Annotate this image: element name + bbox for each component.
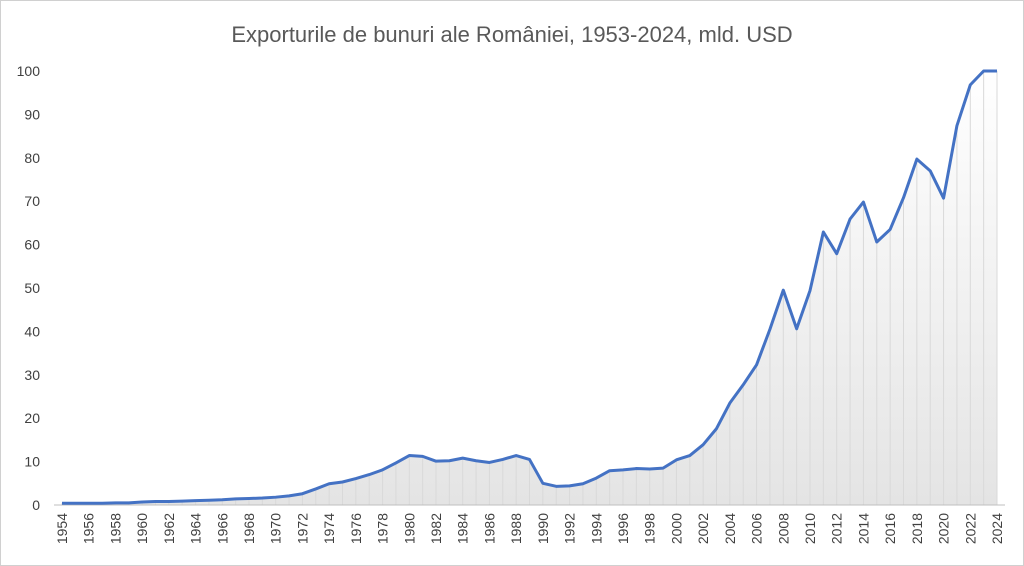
x-tick-label: 1960 bbox=[134, 513, 150, 544]
x-tick-label: 1982 bbox=[428, 513, 444, 544]
x-tick-label: 2006 bbox=[749, 513, 765, 544]
x-tick-label: 1996 bbox=[615, 513, 631, 544]
x-tick-label: 2020 bbox=[936, 513, 952, 544]
x-tick-label: 2000 bbox=[668, 513, 684, 544]
x-tick-label: 2016 bbox=[882, 513, 898, 544]
x-tick-label: 1964 bbox=[188, 513, 204, 544]
x-tick-label: 2018 bbox=[909, 513, 925, 544]
x-tick-label: 2014 bbox=[855, 513, 871, 544]
y-tick-label: 30 bbox=[24, 367, 40, 383]
x-tick-label: 2010 bbox=[802, 513, 818, 544]
x-tick-label: 2002 bbox=[695, 513, 711, 544]
y-tick-label: 60 bbox=[24, 237, 40, 253]
x-tick-label: 1988 bbox=[508, 513, 524, 544]
x-tick-label: 2022 bbox=[962, 513, 978, 544]
x-tick-label: 1986 bbox=[481, 513, 497, 544]
x-tick-label: 1990 bbox=[535, 513, 551, 544]
x-tick-label: 1972 bbox=[294, 513, 310, 544]
y-tick-label: 10 bbox=[24, 454, 40, 470]
y-tick-label: 90 bbox=[24, 106, 40, 122]
x-tick-label: 1966 bbox=[214, 513, 230, 544]
x-tick-label: 1984 bbox=[455, 513, 471, 544]
x-tick-label: 1976 bbox=[348, 513, 364, 544]
x-tick-label: 1974 bbox=[321, 513, 337, 544]
x-tick-label: 2004 bbox=[722, 513, 738, 544]
x-tick-label: 1962 bbox=[161, 513, 177, 544]
x-tick-label: 2008 bbox=[775, 513, 791, 544]
y-tick-label: 80 bbox=[24, 150, 40, 166]
x-tick-label: 1994 bbox=[588, 513, 604, 544]
y-tick-label: 50 bbox=[24, 280, 40, 296]
line bbox=[62, 69, 997, 505]
chart-title: Exporturile de bunuri ale României, 1953… bbox=[231, 22, 792, 47]
y-tick-label: 70 bbox=[24, 193, 40, 209]
x-tick-label: 1980 bbox=[401, 513, 417, 544]
x-tick-label: 2012 bbox=[829, 513, 845, 544]
x-tick-label: 1998 bbox=[642, 513, 658, 544]
x-tick-label: 1970 bbox=[268, 513, 284, 544]
x-tick-label: 1954 bbox=[54, 513, 70, 544]
x-tick-label: 1968 bbox=[241, 513, 257, 544]
x-tick-label: 1992 bbox=[562, 513, 578, 544]
x-tick-label: 2024 bbox=[989, 513, 1005, 544]
y-tick-label: 0 bbox=[32, 497, 40, 513]
area bbox=[62, 71, 997, 505]
x-tick-label: 1956 bbox=[81, 513, 97, 544]
x-tick-label: 1958 bbox=[107, 513, 123, 544]
y-tick-label: 100 bbox=[17, 63, 41, 79]
y-tick-label: 40 bbox=[24, 323, 40, 339]
x-tick-label: 1978 bbox=[375, 513, 391, 544]
y-tick-label: 20 bbox=[24, 410, 40, 426]
